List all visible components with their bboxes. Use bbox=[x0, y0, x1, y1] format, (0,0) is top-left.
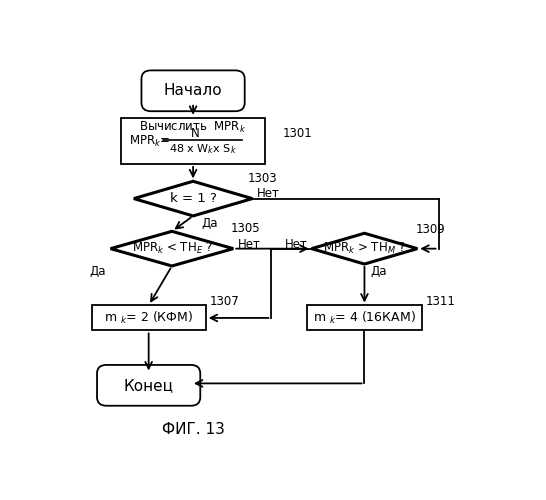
Text: 1307: 1307 bbox=[210, 294, 240, 308]
Bar bbox=[121, 118, 265, 164]
FancyBboxPatch shape bbox=[97, 365, 200, 406]
Text: m $_{k}$= 4 (16КАМ): m $_{k}$= 4 (16КАМ) bbox=[313, 310, 416, 326]
Text: 1303: 1303 bbox=[248, 172, 278, 185]
Text: k = 1 ?: k = 1 ? bbox=[170, 192, 217, 205]
Text: MPR$_k$ < TH$_E$ ?: MPR$_k$ < TH$_E$ ? bbox=[132, 241, 212, 256]
Polygon shape bbox=[110, 232, 233, 266]
Text: 1305: 1305 bbox=[231, 222, 261, 235]
FancyBboxPatch shape bbox=[141, 70, 245, 111]
Text: Да: Да bbox=[371, 265, 387, 278]
Text: Да: Да bbox=[90, 265, 106, 278]
Polygon shape bbox=[312, 233, 417, 264]
Text: ФИГ. 13: ФИГ. 13 bbox=[162, 422, 224, 437]
Text: Нет: Нет bbox=[257, 188, 280, 200]
Text: 1311: 1311 bbox=[426, 294, 456, 308]
Text: m $_{k}$= 2 (КФМ): m $_{k}$= 2 (КФМ) bbox=[104, 310, 193, 326]
Bar bbox=[307, 306, 422, 330]
Text: Нет: Нет bbox=[238, 238, 260, 250]
Text: MPR$_k$ > TH$_M$ ?: MPR$_k$ > TH$_M$ ? bbox=[323, 241, 406, 256]
Polygon shape bbox=[134, 182, 252, 216]
Text: Начало: Начало bbox=[164, 84, 222, 98]
Text: 48 x W$_k$x S$_k$: 48 x W$_k$x S$_k$ bbox=[169, 142, 236, 156]
Text: Конец: Конец bbox=[123, 378, 174, 393]
Text: 1309: 1309 bbox=[415, 223, 445, 236]
Text: Вычислить  MPR$_k$: Вычислить MPR$_k$ bbox=[139, 120, 247, 136]
Text: N: N bbox=[191, 126, 200, 140]
Text: Да: Да bbox=[201, 216, 218, 230]
Text: MPR$_k$=: MPR$_k$= bbox=[128, 134, 170, 149]
Bar bbox=[92, 306, 206, 330]
Text: 1301: 1301 bbox=[283, 126, 312, 140]
Text: Нет: Нет bbox=[284, 238, 307, 250]
